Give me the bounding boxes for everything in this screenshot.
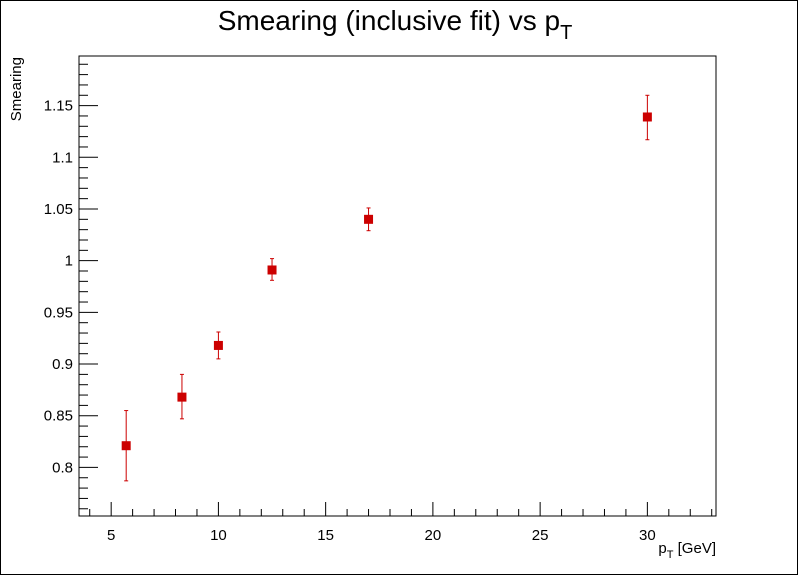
y-tick-label: 1.15	[44, 98, 73, 115]
x-tick-label: 10	[210, 527, 227, 544]
x-tick-label: 20	[425, 527, 442, 544]
square-marker	[177, 392, 187, 402]
x-axis: 5 10 15 20 25 30	[89, 502, 713, 544]
y-tick-label: 1.05	[44, 201, 73, 218]
square-marker	[121, 441, 131, 451]
y-axis: 0.8 0.85 0.9 0.95 1 1.05 1.1 1.15	[44, 63, 98, 510]
y-tick-label: 0.85	[44, 408, 73, 425]
data-series	[121, 94, 652, 482]
y-tick-label: 0.8	[52, 459, 73, 476]
x-tick-label: 15	[317, 527, 334, 544]
x-tick-label: 30	[639, 527, 656, 544]
chart-title: Smearing (inclusive fit) vs pT	[218, 5, 573, 44]
data-point	[121, 410, 131, 482]
y-tick-label: 1.1	[52, 149, 73, 166]
data-point	[213, 331, 223, 360]
data-point	[364, 207, 374, 232]
square-marker	[642, 112, 652, 122]
y-tick-label: 0.9	[52, 356, 73, 373]
x-axis-label: pT [GeV]	[658, 540, 716, 561]
x-tick-label: 5	[107, 527, 115, 544]
plot-frame	[78, 55, 717, 517]
data-point	[642, 94, 652, 141]
y-tick-label: 0.95	[44, 304, 73, 321]
y-axis-label: Smearing	[8, 57, 25, 121]
data-point	[177, 373, 187, 420]
square-marker	[213, 340, 223, 350]
square-marker	[364, 214, 374, 224]
data-point	[267, 258, 277, 281]
square-marker	[267, 265, 277, 275]
x-tick-label: 25	[532, 527, 549, 544]
y-tick-label: 1	[65, 253, 73, 270]
